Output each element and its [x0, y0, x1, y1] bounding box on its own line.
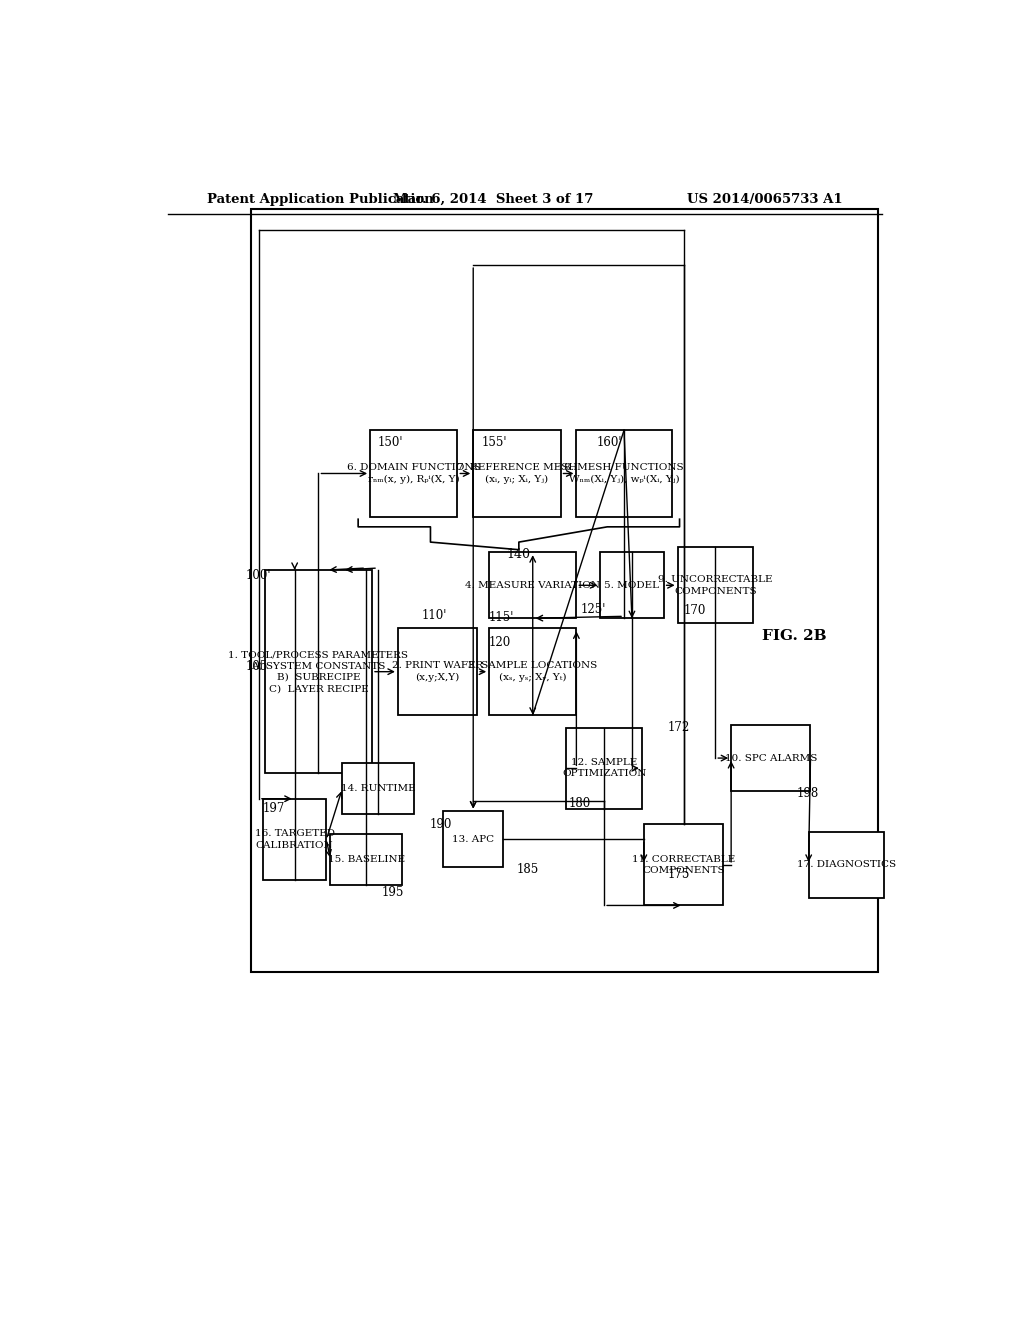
Text: 8. MESH FUNCTIONS
Wₙₘ(Xᵢ, Yⱼ), wₚⁱ(Xᵢ, Yⱼ): 8. MESH FUNCTIONS Wₙₘ(Xᵢ, Yⱼ), wₚⁱ(Xᵢ, Y…	[564, 463, 684, 483]
Bar	[731, 725, 811, 791]
Text: 3. SAMPLE LOCATIONS
(xₛ, yₛ; Xᵥ, Yₜ): 3. SAMPLE LOCATIONS (xₛ, yₛ; Xᵥ, Yₜ)	[468, 661, 597, 682]
Bar	[809, 832, 884, 898]
Text: 4. MEASURE VARIATION: 4. MEASURE VARIATION	[465, 581, 600, 590]
Text: 5. MODEL: 5. MODEL	[604, 581, 659, 590]
Bar	[600, 552, 664, 618]
Text: 16. TARGETED
CALIBRATION: 16. TARGETED CALIBRATION	[255, 829, 335, 850]
Text: 197: 197	[263, 803, 286, 816]
Text: 12. SAMPLE
OPTIMIZATION: 12. SAMPLE OPTIMIZATION	[562, 758, 646, 779]
Bar	[370, 430, 458, 516]
Text: 155': 155'	[481, 437, 507, 450]
Text: 198: 198	[797, 787, 819, 800]
Bar	[443, 812, 503, 867]
Text: 180: 180	[568, 797, 591, 810]
Text: 11. CORRECTABLE
COMPONENTS: 11. CORRECTABLE COMPONENTS	[632, 854, 735, 875]
Text: 1. TOOL/PROCESS PARAMETERS
A) SYSTEM CONSTANTS
B)  SUBRECIPE
C)  LAYER RECIPE: 1. TOOL/PROCESS PARAMETERS A) SYSTEM CON…	[228, 649, 409, 693]
Bar	[678, 548, 753, 623]
Text: 2. PRINT WAFER
(x,y;X,Y): 2. PRINT WAFER (x,y;X,Y)	[392, 661, 483, 682]
Text: Mar. 6, 2014  Sheet 3 of 17: Mar. 6, 2014 Sheet 3 of 17	[393, 193, 593, 206]
Text: 105: 105	[246, 660, 268, 673]
Text: 17. DIAGNOSTICS: 17. DIAGNOSTICS	[797, 861, 896, 870]
Text: 170: 170	[684, 605, 706, 618]
Bar	[577, 430, 672, 516]
Text: 150': 150'	[378, 437, 403, 450]
Text: 185: 185	[517, 863, 539, 876]
Bar	[342, 763, 414, 814]
Bar	[251, 209, 878, 972]
Text: FIG. 2B: FIG. 2B	[762, 630, 827, 643]
Text: 9. UNCORRECTABLE
COMPONENTS: 9. UNCORRECTABLE COMPONENTS	[658, 576, 772, 595]
Text: 13. APC: 13. APC	[453, 834, 495, 843]
Text: 15. BASELINE: 15. BASELINE	[328, 855, 404, 865]
Bar	[566, 727, 642, 809]
Text: 195: 195	[382, 886, 404, 899]
Text: 190: 190	[430, 817, 452, 830]
Text: 6. DOMAIN FUNCTIONS
rₙₘ(x, y), Rₚⁱ(X, Y): 6. DOMAIN FUNCTIONS rₙₘ(x, y), Rₚⁱ(X, Y)	[347, 463, 480, 484]
Text: 160': 160'	[596, 437, 622, 450]
Bar	[489, 552, 577, 618]
Text: 125': 125'	[581, 603, 606, 616]
Bar	[263, 799, 327, 880]
Bar	[397, 628, 477, 715]
Bar	[265, 570, 372, 774]
Text: US 2014/0065733 A1: US 2014/0065733 A1	[687, 193, 842, 206]
Text: 140: 140	[507, 548, 530, 561]
Text: 175: 175	[668, 869, 690, 882]
Text: 100': 100'	[246, 569, 271, 582]
Text: 172: 172	[668, 721, 690, 734]
Text: 7. REFERENCE MESH
(xᵢ, yᵢ; Xᵢ, Yⱼ): 7. REFERENCE MESH (xᵢ, yᵢ; Xᵢ, Yⱼ)	[457, 463, 578, 484]
Bar	[489, 628, 577, 715]
Text: Patent Application Publication: Patent Application Publication	[207, 193, 434, 206]
Bar	[331, 834, 401, 886]
Bar	[473, 430, 560, 516]
Bar	[644, 824, 723, 906]
Text: 120: 120	[489, 636, 511, 648]
Text: 14. RUNTIME: 14. RUNTIME	[341, 784, 416, 793]
Text: 115': 115'	[489, 611, 514, 624]
Text: 10. SPC ALARMS: 10. SPC ALARMS	[725, 754, 817, 763]
Text: 110': 110'	[422, 610, 447, 622]
